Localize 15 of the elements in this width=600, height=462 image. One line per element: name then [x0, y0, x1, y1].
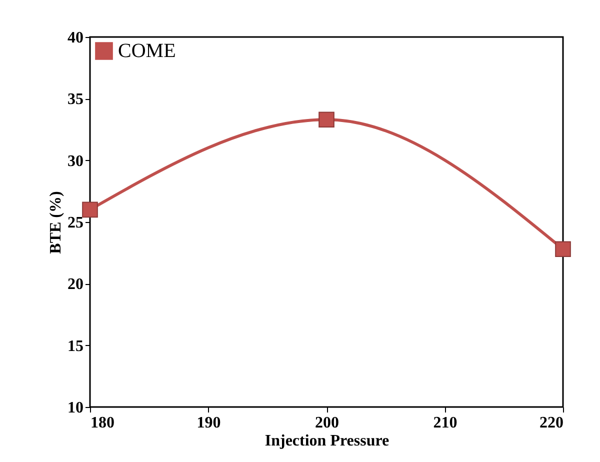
- x-tick-label: 210: [433, 414, 458, 432]
- y-tick-label: 40: [68, 30, 84, 46]
- y-tick-label: 15: [68, 338, 84, 355]
- x-tick-label: 190: [196, 414, 221, 432]
- y-tick-label: 35: [68, 91, 84, 108]
- x-tick-label: 200: [315, 414, 339, 432]
- x-tick-label: 180: [90, 414, 114, 432]
- y-axis-title: BTE (%): [48, 191, 64, 254]
- legend-label: COME: [118, 40, 176, 62]
- x-tick-label: 220: [540, 414, 564, 432]
- y-tick-label: 10: [68, 400, 84, 416]
- y-tick-label: 25: [68, 214, 84, 232]
- y-tick-label: 30: [68, 152, 84, 170]
- y-tick-label: 20: [68, 276, 84, 294]
- x-axis-title: Injection Pressure: [264, 432, 390, 450]
